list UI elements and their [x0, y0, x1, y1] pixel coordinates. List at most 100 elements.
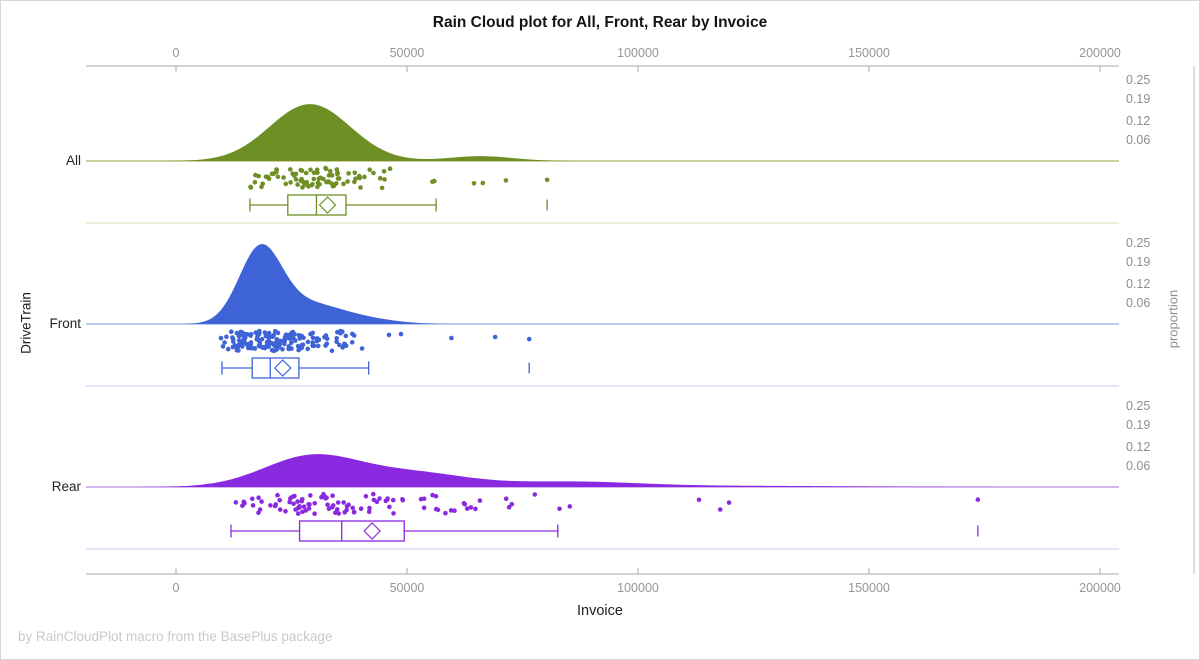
rain-points	[233, 491, 981, 516]
rain-point	[297, 504, 302, 510]
rain-point	[464, 506, 470, 511]
rain-point	[433, 493, 439, 499]
left-axis-title: DriveTrain	[18, 292, 34, 354]
rain-point	[359, 346, 365, 351]
rain-point	[262, 344, 267, 350]
rain-point	[326, 179, 331, 184]
density-cloud	[86, 104, 1119, 161]
rain-point	[236, 338, 242, 343]
proportion-tick-label: 0.06	[1126, 296, 1150, 310]
rain-point	[435, 507, 441, 513]
rain-point	[461, 501, 467, 506]
rain-point	[256, 337, 261, 343]
rain-point	[343, 343, 349, 349]
rain-point	[341, 181, 346, 187]
mean-diamond	[363, 522, 381, 540]
rain-point	[382, 177, 387, 182]
rain-point	[371, 170, 376, 176]
rain-point	[316, 337, 322, 343]
rain-point	[252, 346, 257, 351]
top-axis-tick-label: 0	[173, 46, 180, 60]
rain-point	[315, 343, 321, 349]
rain-point	[302, 182, 308, 187]
rain-point	[229, 329, 234, 335]
rain-outlier-point	[492, 334, 498, 340]
rain-point	[532, 492, 538, 497]
rain-outlier-point	[975, 497, 981, 502]
rain-point	[319, 494, 324, 500]
rain-point	[334, 339, 339, 345]
rain-point	[452, 508, 457, 513]
rain-point	[421, 496, 427, 502]
proportion-tick-label: 0.19	[1126, 418, 1150, 432]
rain-point	[256, 173, 261, 179]
rain-point	[336, 176, 342, 181]
rain-point	[349, 340, 355, 345]
rain-point	[250, 503, 256, 508]
mean-diamond	[273, 359, 292, 377]
rain-point	[299, 333, 305, 339]
top-axis-tick-label: 50000	[390, 46, 425, 60]
rain-point	[295, 499, 300, 504]
rain-point	[248, 333, 253, 338]
rain-point	[363, 494, 369, 499]
rain-outlier-point	[398, 331, 404, 337]
bottom-axis-tick-label: 100000	[617, 581, 659, 595]
rain-point	[272, 329, 278, 334]
box-plot	[230, 520, 979, 542]
rain-point	[367, 167, 373, 172]
rain-point	[377, 176, 383, 181]
rain-outlier-point	[503, 178, 509, 183]
rain-point	[224, 334, 229, 340]
rain-point	[290, 171, 296, 176]
chart-title: Rain Cloud plot for All, Front, Rear by …	[432, 14, 768, 31]
rain-point	[379, 185, 385, 191]
rain-point	[312, 511, 317, 516]
rain-point	[477, 498, 483, 503]
rain-point	[310, 335, 316, 341]
rain-point	[312, 501, 318, 506]
rain-point	[301, 504, 307, 510]
box-plot	[221, 357, 530, 379]
rain-point	[283, 181, 289, 187]
rain-point	[252, 180, 258, 185]
rain-point	[231, 339, 236, 344]
rain-point	[358, 506, 364, 512]
rain-point	[330, 493, 335, 499]
rain-point	[323, 166, 329, 172]
rain-point	[263, 333, 269, 339]
rain-point	[275, 174, 281, 180]
category-label: Rear	[52, 479, 82, 494]
rain-point	[275, 492, 280, 498]
rain-point	[374, 499, 380, 505]
rain-point	[333, 181, 339, 186]
panel-rear: 0.25 0.19 0.12 0.06	[86, 399, 1150, 550]
rain-point	[387, 166, 393, 171]
rain-point	[337, 342, 342, 348]
rain-point	[308, 493, 313, 498]
rain-point	[344, 507, 349, 513]
rain-point	[283, 509, 288, 514]
rain-point	[239, 331, 244, 336]
rain-point	[307, 502, 312, 507]
rain-point	[443, 510, 448, 516]
rain-point	[353, 176, 358, 181]
rain-point	[277, 507, 283, 512]
rain-point	[336, 511, 342, 516]
rain-point	[308, 331, 313, 337]
rain-point	[367, 505, 372, 511]
rain-point	[421, 505, 427, 511]
rain-point	[295, 511, 301, 516]
rain-points	[218, 328, 532, 354]
rain-point	[273, 502, 279, 507]
rain-point	[257, 328, 262, 334]
rain-point	[265, 174, 271, 180]
rain-point	[256, 343, 262, 349]
bottom-axis-tick-label: 50000	[390, 581, 425, 595]
rain-point	[232, 343, 238, 348]
rain-point	[222, 340, 227, 345]
rain-point	[317, 182, 322, 187]
proportion-tick-label: 0.06	[1126, 133, 1150, 147]
rain-point	[352, 170, 358, 176]
rain-point	[448, 508, 454, 513]
